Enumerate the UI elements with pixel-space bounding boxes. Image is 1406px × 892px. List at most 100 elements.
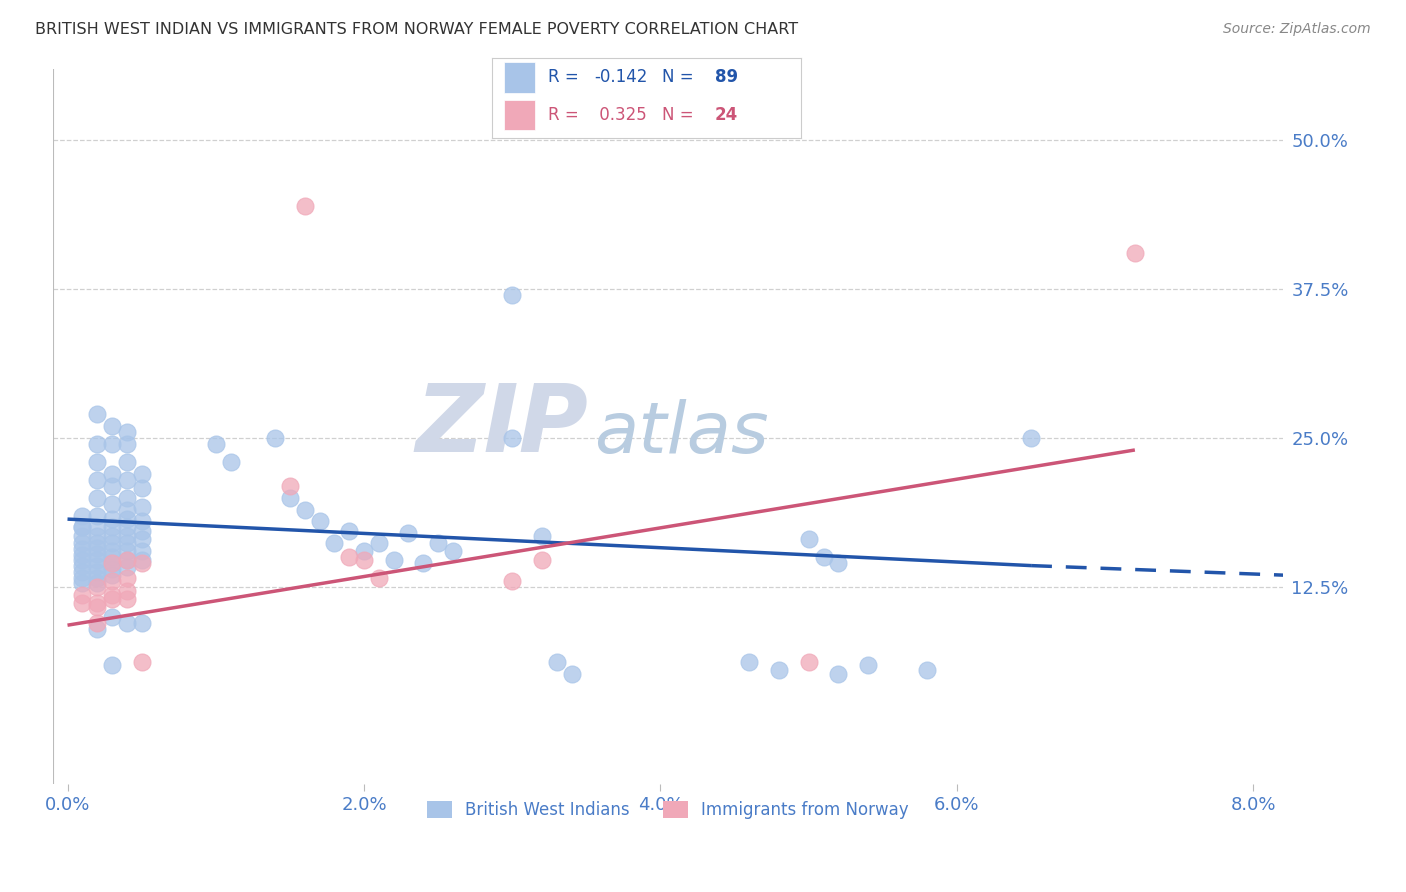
Point <box>337 550 360 565</box>
Point <box>86 576 108 591</box>
Point <box>827 556 849 570</box>
Point <box>101 419 124 434</box>
Point <box>101 562 124 576</box>
Point <box>264 431 287 445</box>
Point <box>917 664 939 678</box>
Point <box>501 431 523 445</box>
Point <box>101 512 124 526</box>
Point <box>131 533 153 547</box>
Point <box>131 515 153 529</box>
Point <box>101 536 124 550</box>
Point <box>813 550 835 565</box>
Point <box>86 491 108 505</box>
Point <box>115 536 138 550</box>
Text: atlas: atlas <box>595 399 769 467</box>
Text: N =: N = <box>662 69 699 87</box>
Point <box>856 657 879 672</box>
Point <box>101 568 124 582</box>
Point <box>101 550 124 565</box>
Text: 0.325: 0.325 <box>595 106 647 124</box>
Point <box>101 467 124 481</box>
Point <box>337 524 360 538</box>
Text: R =: R = <box>548 69 583 87</box>
Point <box>101 520 124 534</box>
Point <box>294 502 316 516</box>
Point <box>797 655 820 669</box>
Point <box>101 574 124 588</box>
Point <box>308 515 330 529</box>
Point <box>768 664 790 678</box>
Point <box>86 536 108 550</box>
Point <box>101 657 124 672</box>
Point <box>101 479 124 493</box>
Point <box>1019 431 1042 445</box>
Point <box>86 558 108 573</box>
Point <box>131 615 153 630</box>
Point <box>738 655 761 669</box>
Point <box>131 524 153 538</box>
Point <box>72 508 94 523</box>
Point <box>86 565 108 579</box>
Point <box>86 552 108 566</box>
Point <box>101 437 124 451</box>
Point <box>501 574 523 588</box>
Point <box>86 600 108 615</box>
Point <box>131 481 153 495</box>
Point <box>115 552 138 566</box>
Point <box>278 491 301 505</box>
Point <box>546 655 568 669</box>
Point <box>115 559 138 574</box>
Point <box>86 622 108 636</box>
Point <box>382 552 405 566</box>
Bar <box>505 100 536 130</box>
Point <box>131 655 153 669</box>
Point <box>86 508 108 523</box>
Point <box>131 552 153 566</box>
Point <box>353 552 375 566</box>
Point <box>219 455 242 469</box>
Text: BRITISH WEST INDIAN VS IMMIGRANTS FROM NORWAY FEMALE POVERTY CORRELATION CHART: BRITISH WEST INDIAN VS IMMIGRANTS FROM N… <box>35 22 799 37</box>
Point <box>131 544 153 558</box>
Point <box>86 529 108 543</box>
Point <box>797 533 820 547</box>
Point <box>72 520 94 534</box>
Point <box>72 552 94 566</box>
Point <box>86 455 108 469</box>
Point <box>101 591 124 606</box>
Point <box>72 541 94 556</box>
Point <box>115 583 138 598</box>
Point <box>72 588 94 602</box>
Point <box>412 556 434 570</box>
Point <box>115 552 138 566</box>
Point <box>72 570 94 584</box>
Text: R =: R = <box>548 106 583 124</box>
Point <box>501 288 523 302</box>
Point <box>72 596 94 610</box>
Point <box>86 580 108 594</box>
Point <box>101 556 124 570</box>
Point <box>115 425 138 439</box>
Point <box>72 548 94 562</box>
Point <box>204 437 226 451</box>
Point <box>427 536 450 550</box>
Point <box>72 565 94 579</box>
Text: 89: 89 <box>714 69 738 87</box>
Point <box>86 596 108 610</box>
Point <box>530 529 553 543</box>
Point <box>131 556 153 570</box>
Text: 24: 24 <box>714 106 738 124</box>
Point <box>86 541 108 555</box>
Point <box>86 615 108 630</box>
Point <box>560 667 582 681</box>
Point <box>131 467 153 481</box>
Point <box>86 570 108 584</box>
Point <box>101 497 124 511</box>
Point <box>115 591 138 606</box>
Point <box>530 552 553 566</box>
Point <box>398 526 420 541</box>
Point <box>72 520 94 534</box>
Point <box>115 570 138 584</box>
Point <box>115 502 138 516</box>
Point <box>115 512 138 526</box>
Text: N =: N = <box>662 106 699 124</box>
